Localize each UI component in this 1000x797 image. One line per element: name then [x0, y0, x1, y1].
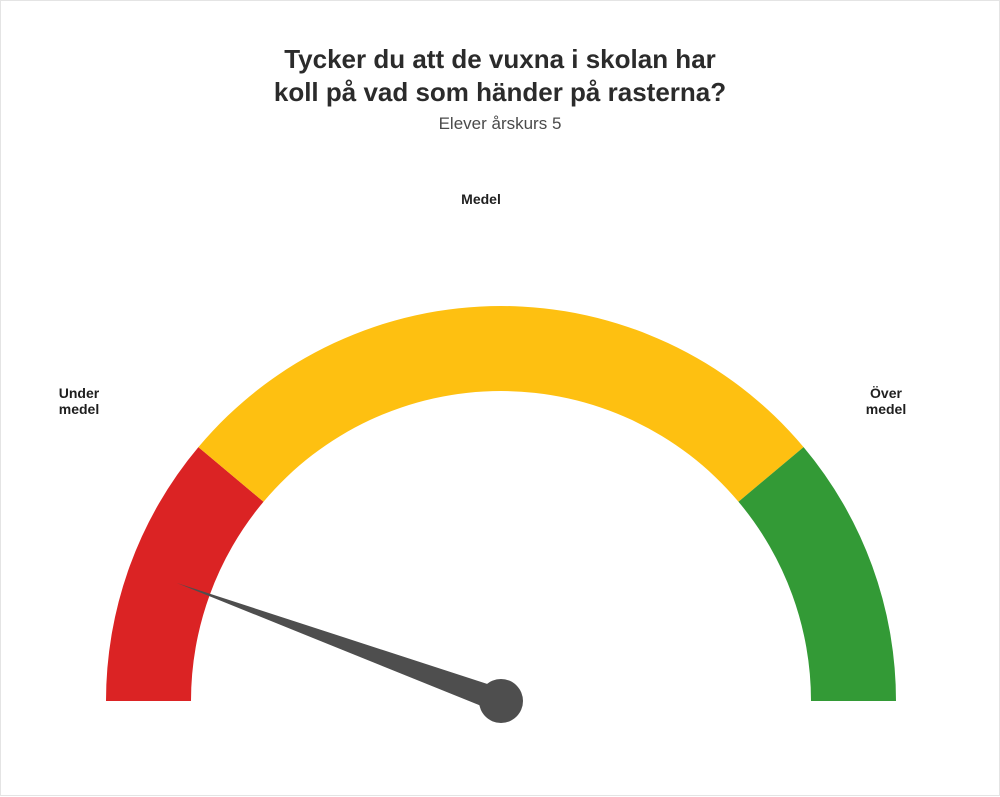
gauge-hub [479, 679, 523, 723]
gauge-segment [198, 306, 803, 502]
segment-label-over-medel: Över medel [866, 385, 906, 417]
gauge-segment [106, 447, 264, 701]
gauge-chart [1, 1, 1000, 797]
gauge-segment [738, 447, 896, 701]
gauge-needle [177, 583, 505, 712]
chart-frame: Tycker du att de vuxna i skolan har koll… [0, 0, 1000, 796]
segment-label-medel: Medel [461, 191, 501, 207]
segment-label-under-medel: Under medel [59, 385, 99, 417]
